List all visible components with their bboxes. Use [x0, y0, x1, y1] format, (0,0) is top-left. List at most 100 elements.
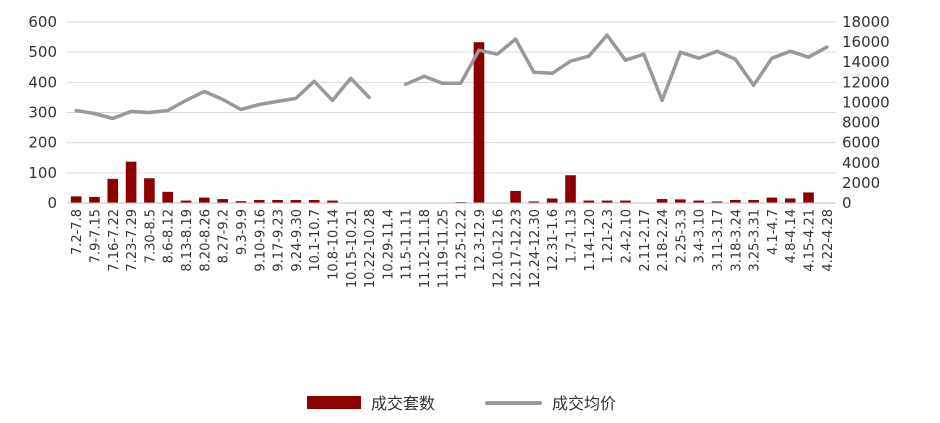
- left-axis: 0 100 200 300 400 500 600: [28, 13, 57, 212]
- left-tick-label: 400: [28, 73, 57, 91]
- legend-swatch-bar: [307, 396, 361, 409]
- x-tick-label: 12.17-12.23: [510, 209, 525, 288]
- bar: [308, 199, 320, 203]
- bar: [144, 178, 155, 203]
- x-tick-label: 8.20-8.26: [198, 209, 213, 272]
- x-tick-label: 10.22-10.28: [363, 209, 378, 288]
- x-tick-label: 3.18-3.24: [729, 209, 744, 272]
- bar: [89, 196, 100, 203]
- x-tick-label: 3.11-3.17: [711, 209, 726, 272]
- bar: [583, 200, 595, 203]
- left-tick-label: 600: [28, 13, 57, 31]
- x-tick-label: 12.3-12.9: [473, 209, 488, 272]
- x-tick-label: 4.1-4.7: [766, 209, 781, 255]
- x-tick-label: 2.11-2.17: [638, 209, 653, 272]
- right-tick-label: 12000: [842, 73, 890, 91]
- x-tick-label: 12.31-1.6: [546, 209, 561, 272]
- bar: [729, 199, 741, 203]
- x-tick-label: 11.12-11.18: [418, 209, 433, 288]
- bar: [711, 201, 723, 203]
- x-tick-label: 2.4-2.10: [619, 209, 634, 263]
- x-tick-label: 10.29-11.4: [381, 209, 396, 280]
- right-tick-label: 16000: [842, 33, 890, 51]
- bar: [290, 199, 302, 203]
- x-tick-label: 9.24-9.30: [290, 209, 305, 272]
- bar: [235, 201, 247, 203]
- bar: [656, 199, 668, 203]
- right-tick-label: 6000: [842, 134, 880, 152]
- x-tick-label: 10.8-10.14: [326, 209, 341, 280]
- bar: [510, 190, 521, 203]
- x-tick-label: 7.23-7.29: [125, 209, 140, 272]
- bar: [601, 200, 613, 203]
- x-tick-label: 10.1-10.7: [308, 209, 323, 272]
- left-tick-label: 200: [28, 134, 57, 152]
- right-tick-label: 18000: [842, 13, 890, 31]
- bar-series-units: [70, 42, 814, 203]
- bar: [528, 201, 540, 203]
- bar: [162, 191, 174, 203]
- x-tick-label: 7.16-7.22: [107, 209, 122, 272]
- bar: [693, 200, 704, 203]
- x-tick-label: 7.9-7.15: [88, 209, 103, 263]
- bar: [70, 196, 82, 203]
- x-tick-label: 11.19-11.25: [436, 209, 451, 288]
- x-tick-label: 7.30-8.5: [143, 209, 158, 263]
- x-tick-label: 9.10-9.16: [253, 209, 268, 272]
- x-tick-label: 9.17-9.23: [272, 209, 287, 272]
- x-tick-label: 11.5-11.11: [400, 209, 415, 280]
- bar: [180, 200, 192, 203]
- left-tick-label: 300: [28, 104, 57, 122]
- bar: [766, 197, 778, 203]
- right-axis: 0 2000 4000 6000 8000 10000 12000 14000 16000 180…: [842, 13, 890, 212]
- right-tick-label: 10000: [842, 93, 890, 111]
- bar: [272, 199, 283, 203]
- x-tick-label: 8.6-8.12: [162, 209, 177, 263]
- x-tick-label: 4.22-4.28: [821, 209, 836, 272]
- bar: [217, 199, 228, 203]
- legend: 成交套数 成交均价: [307, 394, 616, 413]
- right-tick-label: 2000: [842, 174, 880, 192]
- x-tick-label: 1.21-2.3: [601, 209, 616, 263]
- right-tick-label: 8000: [842, 114, 880, 132]
- x-tick-label: 10.15-10.21: [345, 209, 360, 288]
- left-tick-label: 100: [28, 164, 57, 182]
- line-series-avg-price: [74, 33, 829, 121]
- bar: [125, 161, 137, 203]
- bar: [473, 42, 485, 203]
- line-segment: [403, 33, 829, 103]
- x-tick-label: 1.14-1.20: [583, 209, 598, 272]
- x-tick-label: 8.27-9.2: [217, 209, 232, 263]
- x-tick-label: 12.24-12.30: [528, 209, 543, 288]
- bar: [546, 198, 558, 203]
- right-tick-label: 0: [842, 194, 852, 212]
- x-tick-label: 11.25-12.2: [455, 209, 470, 280]
- x-tick-label: 3.25-3.31: [748, 209, 763, 272]
- x-tick-label: 1.7-1.13: [565, 209, 580, 263]
- x-tick-label: 2.25-3.3: [674, 209, 689, 263]
- right-tick-label: 14000: [842, 53, 890, 71]
- x-tick-label: 3.4-3.10: [693, 209, 708, 263]
- bar: [784, 198, 796, 203]
- gridlines: [67, 21, 836, 204]
- x-tick-label: 2.18-2.24: [656, 209, 671, 272]
- x-tick-label: 9.3-9.9: [235, 209, 250, 255]
- bar: [675, 199, 686, 203]
- bar: [199, 197, 210, 203]
- bar: [107, 178, 119, 203]
- legend-label-avg-price: 成交均价: [552, 394, 616, 413]
- bar: [253, 199, 265, 203]
- x-tick-label: 4.8-4.14: [784, 209, 799, 263]
- legend-label-units: 成交套数: [371, 394, 435, 413]
- right-tick-label: 4000: [842, 154, 880, 172]
- bar: [803, 192, 814, 203]
- bar: [565, 175, 576, 203]
- x-tick-label: 12.10-12.16: [491, 209, 506, 288]
- bar: [748, 199, 759, 203]
- left-tick-label: 500: [28, 43, 57, 61]
- left-tick-label: 0: [47, 194, 57, 212]
- x-tick-label: 7.2-7.8: [70, 209, 85, 255]
- x-tick-label: 4.15-4.21: [803, 209, 818, 272]
